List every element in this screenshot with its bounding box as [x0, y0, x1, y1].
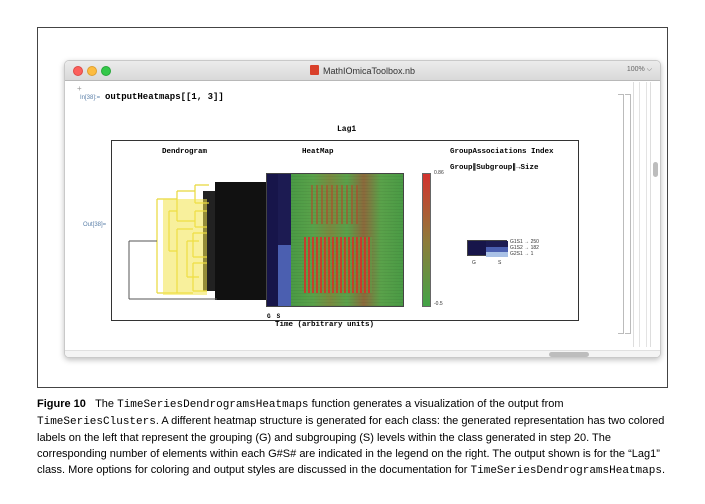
- input-code[interactable]: outputHeatmaps[[1, 3]]: [105, 92, 224, 102]
- colorbar-min-label: -0.5: [434, 301, 443, 307]
- legend-entry: G2S1 → 1: [510, 251, 534, 257]
- notebook-document-icon: [309, 65, 319, 75]
- dendrogram-outlier-branch: [128, 240, 217, 300]
- minimize-window-button[interactable]: [87, 66, 97, 76]
- caption-label: Figure 10: [37, 398, 86, 410]
- horizontal-scrollbar-thumb[interactable]: [549, 352, 589, 357]
- legend-s-label: S: [498, 260, 502, 266]
- cell-bracket-column: [633, 82, 651, 347]
- dendrogram-yellow-fill: [163, 199, 207, 295]
- legend-g-label: G: [472, 260, 476, 266]
- caption-code-function: TimeSeriesDendrogramsHeatmaps: [117, 399, 309, 411]
- dendrogram-black-leaves: [203, 182, 267, 300]
- vertical-scrollbar-thumb[interactable]: [653, 162, 658, 177]
- figure-caption: Figure 10 The TimeSeriesDendrogramsHeatm…: [37, 396, 677, 479]
- zoom-window-button[interactable]: [101, 66, 111, 76]
- legend-entry: G1S2 → 182: [510, 245, 539, 251]
- window-title: MathIOmicaToolbox.nb: [322, 66, 416, 76]
- group-associations-legend: [467, 240, 508, 257]
- group-subgroup-size-header: Group∥Subgroup∥→Size: [450, 164, 539, 172]
- output-cell-label: Out[38]=: [83, 222, 107, 228]
- close-window-button[interactable]: [73, 66, 83, 76]
- subgroup-second-segment: [278, 245, 291, 306]
- g-axis-label: G: [267, 313, 271, 320]
- group-cell-bracket[interactable]: [625, 94, 631, 334]
- heatmap-cells-upper-band: [311, 184, 359, 225]
- legend-subgroup-3: [486, 252, 508, 257]
- heatmap-cells-red-band: [304, 237, 372, 293]
- group-label-bar: [267, 174, 278, 306]
- output-graphic[interactable]: Dendrogram HeatMap GroupAssociations Ind…: [111, 140, 579, 329]
- window-title-area: MathIOmicaToolbox.nb: [65, 65, 660, 76]
- heatmap-cells: [291, 174, 403, 306]
- group-associations-header: GroupAssociations Index: [450, 148, 554, 156]
- heatmap-header: HeatMap: [302, 148, 334, 156]
- chevron-down-icon: ⌵: [646, 66, 652, 73]
- zoom-level-menu[interactable]: 100% ⌵: [627, 66, 652, 74]
- colorbar: [422, 173, 431, 307]
- dendrogram-header: Dendrogram: [162, 148, 208, 156]
- legend-subgroup-1: [486, 241, 508, 247]
- legend-entry: G1S1 → 250: [510, 239, 539, 245]
- dendrogram: [128, 182, 267, 300]
- colorbar-max-label: 0.86: [434, 170, 444, 176]
- caption-code-function: TimeSeriesDendrogramsHeatmaps: [470, 465, 662, 477]
- caption-text: The: [95, 398, 118, 410]
- cell-bracket[interactable]: [618, 94, 624, 334]
- legend-group-bar: [468, 241, 486, 255]
- input-cell-label: In[38]:=: [80, 95, 101, 101]
- time-axis-label: Time (arbitrary units): [275, 321, 375, 329]
- caption-text: function generates a visualization of th…: [308, 398, 564, 410]
- heatmap: [266, 173, 404, 307]
- legend-subgroup-2: [486, 247, 508, 252]
- notebook-content[interactable]: + In[38]:= outputHeatmaps[[1, 3]] Out[38…: [65, 82, 660, 357]
- legend-entries: G1S1 → 250 G1S2 → 182 G2S1 → 1: [510, 239, 539, 257]
- cell-insertion-plus-icon[interactable]: +: [77, 84, 82, 93]
- s-axis-label: S: [276, 313, 281, 320]
- horizontal-scrollbar-track[interactable]: [65, 350, 660, 357]
- output-title: Lag1: [337, 125, 357, 134]
- caption-text: . A different heatmap structure is gener…: [37, 415, 665, 476]
- subgroup-label-bar: [278, 174, 291, 306]
- caption-code-clusters: TimeSeriesClusters: [37, 416, 156, 428]
- caption-text: .: [661, 464, 666, 476]
- notebook-window: MathIOmicaToolbox.nb 100% ⌵ + In[38]:= o…: [64, 60, 661, 358]
- zoom-level: 100%: [626, 66, 645, 73]
- title-bar[interactable]: MathIOmicaToolbox.nb 100% ⌵: [65, 61, 660, 81]
